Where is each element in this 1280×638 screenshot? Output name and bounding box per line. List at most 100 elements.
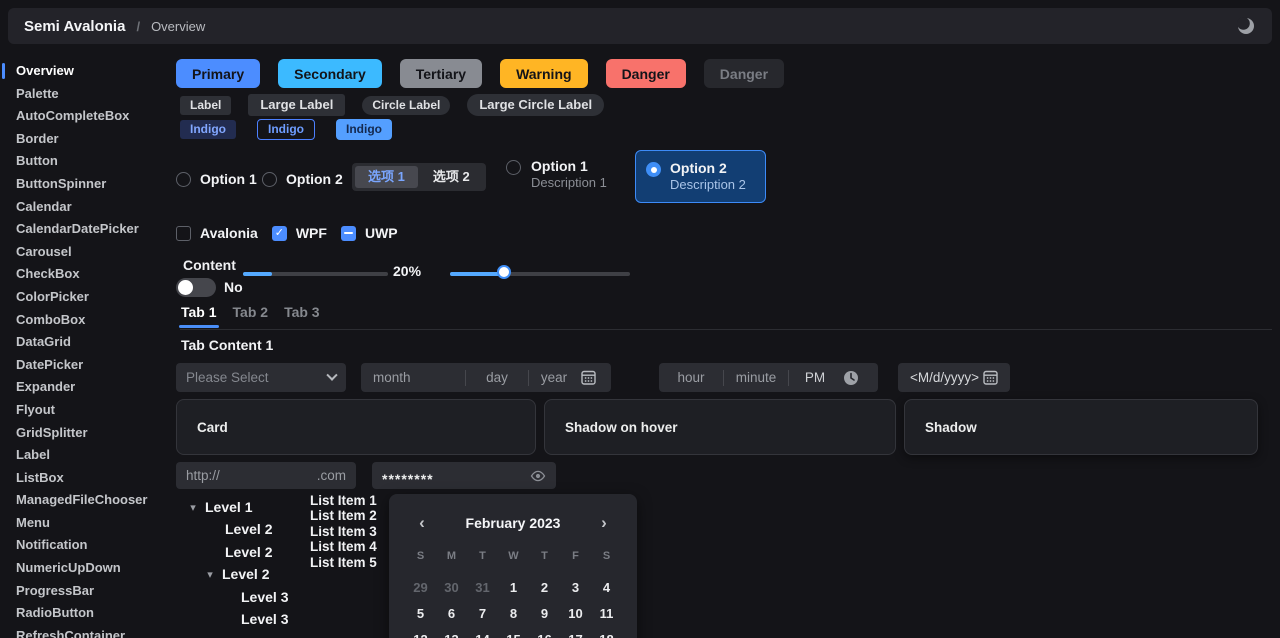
date-day-segment[interactable]: day	[486, 370, 508, 385]
calendar-date[interactable]: 12	[405, 632, 436, 638]
radio-card-selected[interactable]: Option 2 Description 2	[635, 150, 766, 203]
calendar-date[interactable]: 31	[475, 580, 490, 595]
expander-icon[interactable]: ▾	[207, 568, 213, 581]
calendar-icon[interactable]	[983, 370, 998, 385]
sidebar-item-numericupdown[interactable]: NumericUpDown	[16, 560, 121, 576]
calendar-date[interactable]: 3	[571, 580, 580, 595]
sidebar-item-combobox[interactable]: ComboBox	[16, 311, 86, 327]
danger-button[interactable]: Danger	[605, 59, 686, 88]
sidebar-item-gridsplitter[interactable]: GridSplitter	[16, 424, 88, 440]
calendar-date[interactable]: 6	[447, 606, 456, 621]
calendar-prev-icon[interactable]: ‹	[419, 513, 425, 532]
sidebar-item-button[interactable]: Button	[16, 153, 58, 169]
sidebar-item-managedfilechooser[interactable]: ManagedFileChooser	[16, 492, 148, 508]
sidebar-item-flyout[interactable]: Flyout	[16, 401, 55, 417]
calendar-date[interactable]: 1	[509, 580, 518, 595]
sidebar-item-autocompletebox[interactable]: AutoCompleteBox	[16, 108, 130, 124]
date-picker[interactable]: month day year	[361, 363, 611, 392]
tab-2[interactable]: Tab 2	[232, 304, 269, 320]
calendar-date[interactable]: 17	[560, 632, 591, 638]
checkbox-wpf[interactable]: ✓ WPF	[271, 225, 327, 241]
segment-option-2[interactable]: 选项 2	[432, 169, 470, 184]
tab-1[interactable]: Tab 1	[179, 304, 219, 328]
toggle-switch-off[interactable]	[176, 278, 216, 297]
time-meridiem-segment[interactable]: PM	[804, 370, 826, 385]
sidebar-item-carousel[interactable]: Carousel	[16, 243, 72, 259]
time-hour-segment[interactable]: hour	[677, 370, 705, 385]
sidebar-item-label[interactable]: Label	[16, 447, 50, 463]
calendar-date[interactable]: 4	[602, 580, 611, 595]
primary-button[interactable]: Primary	[176, 59, 261, 88]
password-input[interactable]: ********	[372, 462, 556, 489]
tree-item-level-2[interactable]: ▾ Level 2	[176, 563, 269, 585]
tertiary-button[interactable]: Tertiary	[399, 59, 483, 88]
calendar-date[interactable]: 2	[540, 580, 549, 595]
tab-3[interactable]: Tab 3	[284, 304, 320, 320]
theme-toggle-moon-icon[interactable]	[1236, 16, 1256, 36]
segment-option-1[interactable]: 选项 1	[355, 166, 418, 188]
sidebar-item-progressbar[interactable]: ProgressBar	[16, 582, 95, 598]
list-item[interactable]: List Item 2	[310, 508, 377, 524]
slider-with-thumb[interactable]	[450, 265, 630, 279]
radio-with-description[interactable]: Option 1 Description 1	[506, 158, 607, 191]
warning-button[interactable]: Warning	[500, 59, 588, 88]
sidebar-item-datagrid[interactable]: DataGrid	[16, 334, 71, 350]
url-input[interactable]: http:// .com	[176, 462, 356, 489]
tree-item-level-1[interactable]: ▾ Level 1	[176, 496, 252, 518]
calendar-date[interactable]: 5	[416, 606, 425, 621]
secondary-button[interactable]: Secondary	[278, 59, 382, 88]
sidebar-item-radiobutton[interactable]: RadioButton	[16, 605, 94, 621]
sidebar-item-listbox[interactable]: ListBox	[16, 469, 64, 485]
tree-item-level-2[interactable]: Level 2	[225, 544, 273, 560]
calendar-icon[interactable]	[581, 370, 596, 385]
sidebar-item-checkbox[interactable]: CheckBox	[16, 266, 80, 282]
expander-icon[interactable]: ▾	[190, 501, 196, 514]
date-year-segment[interactable]: year	[540, 370, 568, 385]
list-item[interactable]: List Item 4	[310, 539, 377, 555]
time-minute-segment[interactable]: minute	[735, 370, 777, 385]
select-dropdown[interactable]: Please Select	[176, 363, 346, 392]
list-item[interactable]: List Item 3	[310, 523, 377, 539]
tree-item-level-3[interactable]: Level 3	[241, 589, 289, 605]
calendar-date[interactable]: 10	[568, 606, 583, 621]
sidebar-item-calendardatepicker[interactable]: CalendarDatePicker	[16, 221, 139, 237]
clock-icon[interactable]	[843, 370, 859, 386]
slider-track[interactable]	[243, 272, 388, 276]
radio-option-2[interactable]: Option 2	[262, 171, 343, 187]
sidebar-item-overview[interactable]: Overview	[0, 60, 170, 83]
slider-20-percent[interactable]	[243, 267, 388, 279]
sidebar-item-notification[interactable]: Notification	[16, 537, 88, 553]
calendar-date[interactable]: 9	[540, 606, 549, 621]
checkbox-avalonia[interactable]: Avalonia	[176, 225, 258, 241]
calendar-date[interactable]: 15	[498, 632, 529, 638]
sidebar-item-border[interactable]: Border	[16, 130, 59, 146]
eye-icon[interactable]	[530, 468, 546, 484]
tree-item-level-3[interactable]: Level 3	[241, 611, 289, 627]
calendar-date[interactable]: 16	[529, 632, 560, 638]
calendar-date[interactable]: 29	[413, 580, 428, 595]
sidebar-item-calendar[interactable]: Calendar	[16, 198, 72, 214]
calendar-date[interactable]: 30	[444, 580, 459, 595]
sidebar-item-datepicker[interactable]: DatePicker	[16, 356, 84, 372]
calendar-date[interactable]: 7	[478, 606, 487, 621]
checkbox-uwp[interactable]: UWP	[340, 225, 398, 241]
slider-thumb[interactable]	[497, 265, 511, 279]
time-picker[interactable]: hour minute PM	[659, 363, 878, 392]
sidebar-item-refreshcontainer[interactable]: RefreshContainer	[16, 627, 126, 638]
list-item[interactable]: List Item 5	[310, 554, 377, 570]
sidebar-item-menu[interactable]: Menu	[16, 514, 50, 530]
calendar-date[interactable]: 14	[467, 632, 498, 638]
slider-track[interactable]	[450, 272, 630, 276]
sidebar-item-palette[interactable]: Palette	[16, 85, 59, 101]
calendar-next-icon[interactable]: ›	[601, 513, 607, 532]
calendar-date[interactable]: 8	[509, 606, 518, 621]
sidebar-item-expander[interactable]: Expander	[16, 379, 76, 395]
list-item[interactable]: List Item 1	[310, 493, 377, 508]
sidebar-item-colorpicker[interactable]: ColorPicker	[16, 288, 89, 304]
calendar-date[interactable]: 18	[591, 632, 622, 638]
calendar-date[interactable]: 13	[436, 632, 467, 638]
tree-item-level-2[interactable]: Level 2	[225, 521, 273, 537]
radio-option-1[interactable]: Option 1	[176, 171, 257, 187]
sidebar-item-buttonspinner[interactable]: ButtonSpinner	[16, 175, 107, 191]
date-month-segment[interactable]: month	[373, 370, 411, 385]
